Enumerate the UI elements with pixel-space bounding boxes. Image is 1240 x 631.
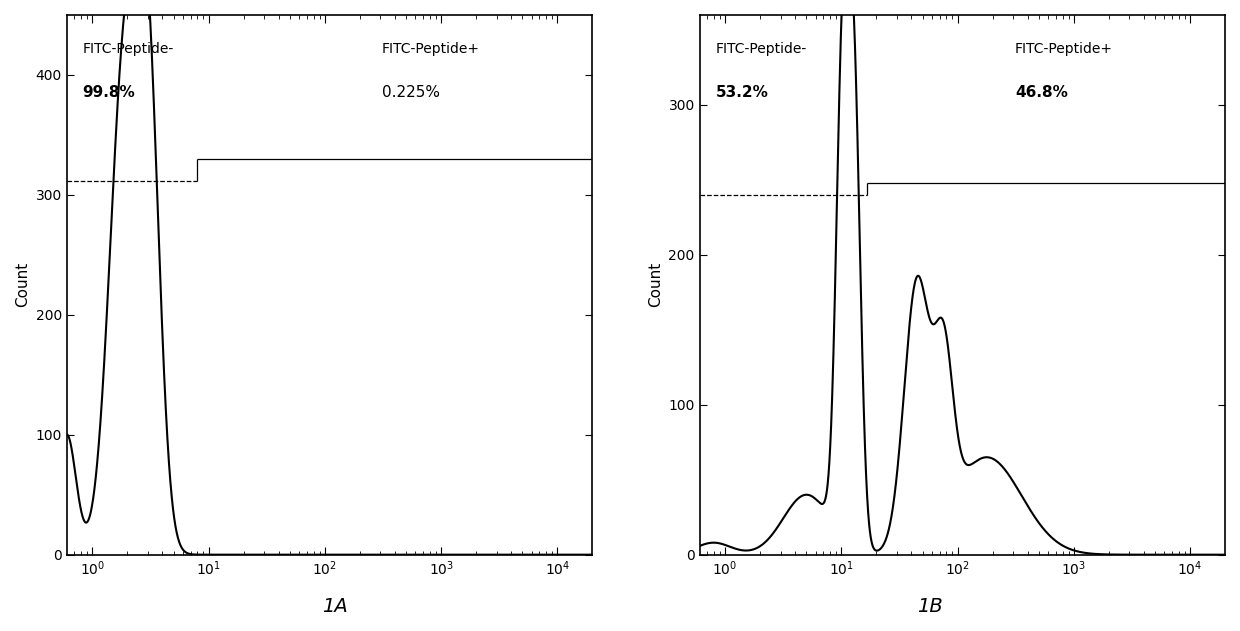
Text: 1B: 1B — [918, 597, 942, 616]
Y-axis label: Count: Count — [647, 262, 662, 307]
Text: 53.2%: 53.2% — [715, 85, 769, 100]
Text: FITC-Peptide-: FITC-Peptide- — [83, 42, 174, 56]
Text: FITC-Peptide+: FITC-Peptide+ — [382, 42, 480, 56]
Text: 99.8%: 99.8% — [83, 85, 135, 100]
Text: 1A: 1A — [322, 597, 347, 616]
Text: 46.8%: 46.8% — [1014, 85, 1068, 100]
Text: FITC-Peptide+: FITC-Peptide+ — [1014, 42, 1112, 56]
Text: 0.225%: 0.225% — [382, 85, 440, 100]
Text: FITC-Peptide-: FITC-Peptide- — [715, 42, 806, 56]
Y-axis label: Count: Count — [15, 262, 30, 307]
